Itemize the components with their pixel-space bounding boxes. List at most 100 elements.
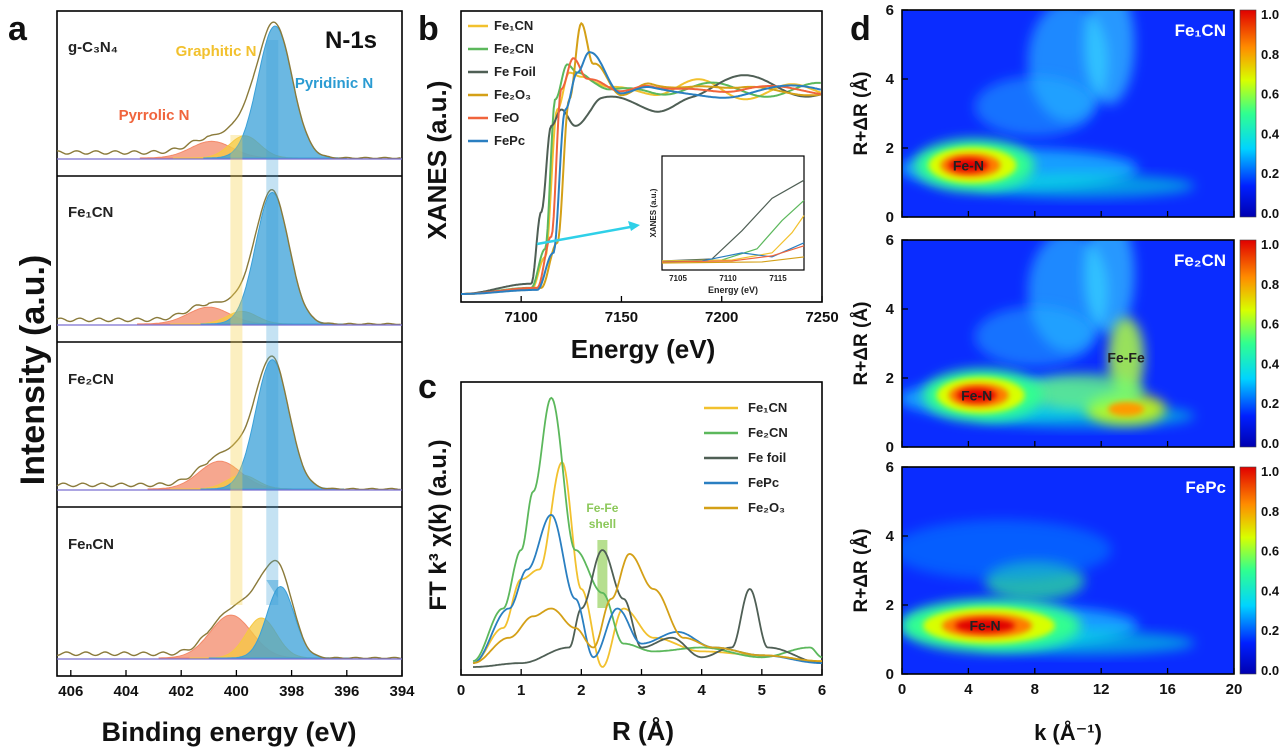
y-tick-label: 6 — [886, 459, 894, 476]
inset-tick-label: 7105 — [669, 274, 687, 283]
inset-frame — [661, 155, 805, 271]
y-tick-label: 0 — [886, 439, 894, 456]
inset-xlabel: Energy (eV) — [708, 285, 758, 295]
map-sample-label: Fe₁CN — [1175, 21, 1226, 40]
hotspot-core — [1108, 402, 1145, 417]
map-ylabel: R+ΔR (Å) — [851, 529, 872, 613]
legend-label: FePc — [494, 133, 525, 148]
ft-line — [472, 461, 822, 668]
envelope-line — [56, 559, 401, 660]
xanes-line — [461, 74, 822, 295]
ft-exafs-legend: Fe₁CN Fe₂CN Fe foil FePc Fe₂O₃ — [704, 400, 788, 515]
x-tick-label: 398 — [279, 683, 304, 700]
x-tick-label: 3 — [637, 682, 645, 699]
y-tick-label: 2 — [886, 140, 894, 157]
hotspot-core — [955, 618, 1015, 633]
arrow-icon — [628, 221, 640, 231]
legend-label: Fe₂CN — [748, 425, 788, 440]
map-ylabel: R+ΔR (Å) — [851, 72, 872, 156]
map-sample-label: FePc — [1185, 478, 1226, 497]
graphitic-n-label: Graphitic N — [176, 43, 257, 60]
hotspot-core — [948, 158, 989, 173]
panel-b-label: b — [418, 10, 439, 48]
x-tick-label: 400 — [224, 683, 249, 700]
map-peak-label: Fe-N — [969, 618, 1000, 634]
x-tick-label: 4 — [964, 681, 973, 698]
xanes-line — [461, 57, 821, 295]
ft-exafs-plot: 0 1 2 3 4 5 6 Fe-Fe shell — [457, 381, 826, 699]
xps-plot: 406 404 402 400 398 396 394 — [56, 10, 415, 700]
x-tick-label: 6 — [818, 682, 826, 699]
envelope-line — [56, 21, 401, 160]
colorbar-tick-label: 0.4 — [1261, 126, 1280, 141]
x-tick-label: 12 — [1093, 681, 1110, 698]
panel-c: c FT k³ χ(k) (a.u.) R (Å) 0 1 2 3 4 5 6 Fe-Fe sh… — [418, 368, 826, 746]
panel-a-title: N-1s — [325, 27, 377, 54]
ft-line — [472, 396, 823, 662]
xanes-line — [461, 51, 822, 295]
x-tick-label: 394 — [389, 683, 415, 700]
annotation-text: Fe-Fe — [586, 501, 618, 515]
y-tick-label: 2 — [886, 597, 894, 614]
x-tick-label: 20 — [1226, 681, 1243, 698]
ft-line — [473, 549, 822, 668]
legend-label: Fe₂CN — [494, 41, 534, 56]
panel-c-ylabel: FT k³ χ(k) (a.u.) — [425, 439, 452, 610]
x-tick-label: 0 — [898, 681, 906, 698]
xanes-plot: 7100 7150 7200 7250 — [460, 10, 839, 326]
colorbar-tick-label: 1.0 — [1261, 237, 1279, 252]
y-tick-label: 6 — [886, 2, 894, 19]
xanes-inset: 7105 7110 7115 Energy (eV) XANES (a.u.) — [536, 155, 805, 295]
legend-label: Fe₂O₃ — [494, 87, 531, 102]
legend-label: Fe foil — [748, 450, 786, 465]
colorbar-tick-label: 0.2 — [1261, 166, 1279, 181]
x-tick-label: 16 — [1159, 681, 1176, 698]
map-peak-label: Fe-N — [953, 157, 984, 173]
colorbar-tick-label: 0.8 — [1261, 277, 1279, 292]
inset-ylabel: XANES (a.u.) — [649, 188, 658, 237]
colorbar-tick-label: 0.4 — [1261, 356, 1280, 371]
map-frame — [901, 466, 1235, 675]
panel-d-xlabel: k (Å⁻¹) — [1034, 719, 1102, 745]
colorbar — [1239, 239, 1257, 448]
ft-line — [472, 552, 822, 664]
inset-tick-label: 7110 — [719, 274, 737, 283]
colorbar-tick-label: 0.6 — [1261, 317, 1279, 332]
wavelet-map — [902, 467, 1234, 674]
wavelet-map — [902, 10, 1234, 217]
x-tick-label: 5 — [758, 682, 766, 699]
legend-label: Fe Foil — [494, 64, 536, 79]
legend-label: Fe₂O₃ — [748, 500, 785, 515]
legend-label: Fe₁CN — [494, 18, 533, 33]
row-2-sample-label: Fe₁CN — [68, 204, 113, 221]
x-tick-label: 406 — [58, 683, 83, 700]
x-tick-label: 7200 — [705, 309, 738, 326]
x-tick-label: 404 — [113, 683, 139, 700]
panel-a-ylabel: Intensity (a.u.) — [14, 255, 52, 485]
graphitic-guide-band — [230, 135, 243, 605]
colorbar-tick-label: 0.2 — [1261, 623, 1279, 638]
x-tick-label: 0 — [457, 682, 465, 699]
colorbar-tick-label: 0.0 — [1261, 206, 1279, 221]
panel-c-xlabel: R (Å) — [612, 716, 674, 746]
map-feature — [974, 306, 1095, 367]
inset-tick-label: 7115 — [769, 274, 787, 283]
inset-line — [661, 179, 805, 262]
x-tick-label: 7150 — [605, 309, 638, 326]
panel-a-frame — [56, 10, 403, 677]
legend-label: FeO — [494, 110, 519, 125]
x-tick-label: 4 — [697, 682, 706, 699]
x-tick-label: 7250 — [805, 309, 838, 326]
shift-arrow-icon — [266, 580, 279, 598]
y-tick-label: 4 — [886, 301, 895, 318]
colorbar-tick-label: 0.8 — [1261, 504, 1279, 519]
map-peak-label: Fe-N — [961, 387, 992, 403]
map-feature — [974, 76, 1095, 137]
annotation-text: shell — [589, 517, 616, 531]
colorbar-tick-label: 0.2 — [1261, 396, 1279, 411]
legend-label: Fe₁CN — [748, 400, 787, 415]
fe-fe-shell-marker — [597, 540, 608, 608]
panel-a: a Intensity (a.u.) Binding energy (eV) 4… — [8, 10, 415, 747]
row-1-sample-label: g-C₃N₄ — [68, 39, 118, 56]
